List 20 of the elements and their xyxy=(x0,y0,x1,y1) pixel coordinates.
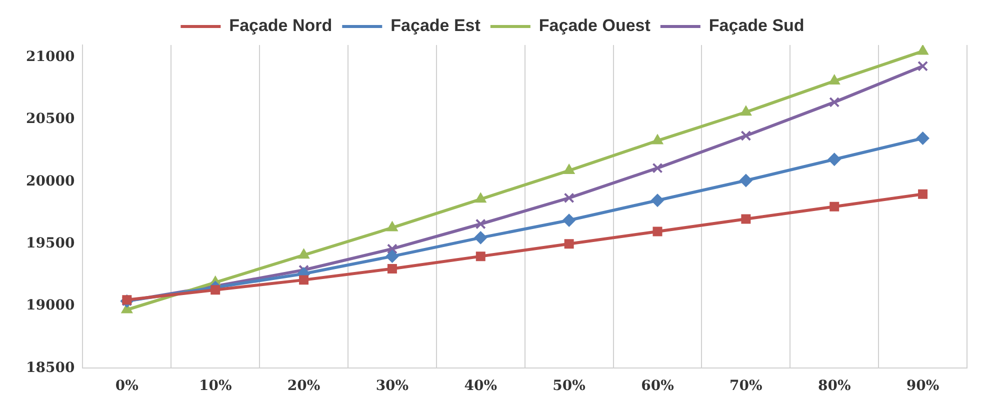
x-tick-label: 70% xyxy=(730,378,762,394)
x-tick-label: 80% xyxy=(818,378,851,394)
legend-label: Façade Est xyxy=(390,16,481,36)
x-tick-label: 10% xyxy=(198,378,232,394)
x-tick-label: 50% xyxy=(552,378,586,394)
x-tick-label: 40% xyxy=(464,378,498,394)
y-tick-label: 19500 xyxy=(26,236,75,252)
x-tick-label: 20% xyxy=(287,378,320,394)
x-tick-label: 0% xyxy=(115,378,138,394)
x-tick-label: 60% xyxy=(641,378,674,394)
legend-label: Façade Sud xyxy=(708,16,804,36)
y-tick-label: 18500 xyxy=(26,360,75,376)
legend-label: Façade Nord xyxy=(229,16,332,36)
y-tick-label: 20000 xyxy=(26,173,75,190)
y-tick-label: 20500 xyxy=(26,111,75,128)
legend-label: Façade Ouest xyxy=(538,16,651,36)
x-tick-label: 30% xyxy=(376,378,409,394)
x-tick-label: 90% xyxy=(906,378,940,394)
y-tick-label: 21000 xyxy=(26,49,75,66)
y-tick-label: 19000 xyxy=(26,298,75,314)
